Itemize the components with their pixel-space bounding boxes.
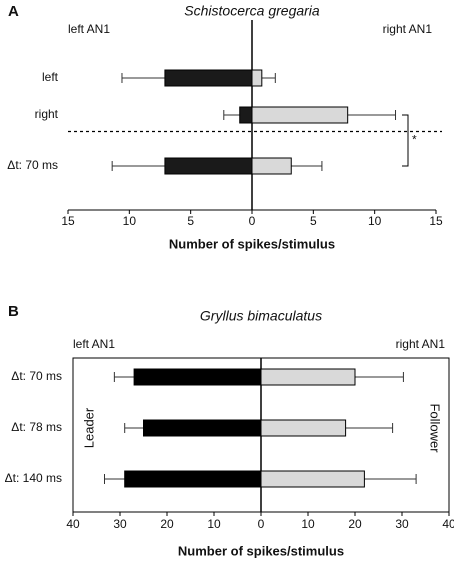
bar xyxy=(251,69,263,87)
bar xyxy=(251,157,292,175)
x-tick-label: 30 xyxy=(113,517,127,531)
category-label: Δt: 70 ms xyxy=(7,158,58,172)
x-tick-label: 5 xyxy=(310,214,317,228)
category-label: Δt: 78 ms xyxy=(11,420,62,434)
x-tick-label: 10 xyxy=(207,517,221,531)
x-tick-label: 20 xyxy=(348,517,362,531)
bar xyxy=(133,368,262,386)
bar xyxy=(164,157,253,175)
x-tick-label: 0 xyxy=(258,517,265,531)
bar xyxy=(143,419,262,437)
panel-label: A xyxy=(8,3,19,20)
x-tick-label: 30 xyxy=(395,517,409,531)
significance-bracket xyxy=(402,114,409,167)
x-tick-label: 10 xyxy=(301,517,315,531)
chart-title: Gryllus bimaculatus xyxy=(200,308,322,324)
legend-label: left AN1 xyxy=(73,337,115,351)
x-tick-label: 40 xyxy=(442,517,454,531)
bar xyxy=(260,470,365,488)
x-tick-label: 15 xyxy=(429,214,443,228)
category-label: left xyxy=(42,70,59,84)
x-tick-label: 10 xyxy=(123,214,137,228)
annotation: Follower xyxy=(428,403,443,453)
legend-label: right AN1 xyxy=(383,22,433,36)
bar xyxy=(124,470,262,488)
x-tick-label: 0 xyxy=(249,214,256,228)
category-label: right xyxy=(35,107,59,121)
x-axis-label: Number of spikes/stimulus xyxy=(169,236,335,251)
x-axis-label: Number of spikes/stimulus xyxy=(178,543,344,558)
x-tick-label: 5 xyxy=(187,214,194,228)
bar xyxy=(239,106,253,124)
significance-label: * xyxy=(412,133,417,147)
category-label: Δt: 70 ms xyxy=(11,369,62,383)
x-tick-label: 15 xyxy=(61,214,75,228)
bar xyxy=(260,419,347,437)
x-tick-label: 20 xyxy=(160,517,174,531)
bar xyxy=(164,69,253,87)
chart-title: Schistocerca gregaria xyxy=(184,3,320,19)
annotation: Leader xyxy=(81,407,96,448)
x-tick-label: 40 xyxy=(66,517,80,531)
legend-label: left AN1 xyxy=(68,22,110,36)
bar xyxy=(260,368,356,386)
bar xyxy=(251,106,349,124)
panel-label: B xyxy=(8,303,19,320)
legend-label: right AN1 xyxy=(396,337,446,351)
category-label: Δt: 140 ms xyxy=(5,471,62,485)
x-tick-label: 10 xyxy=(368,214,382,228)
